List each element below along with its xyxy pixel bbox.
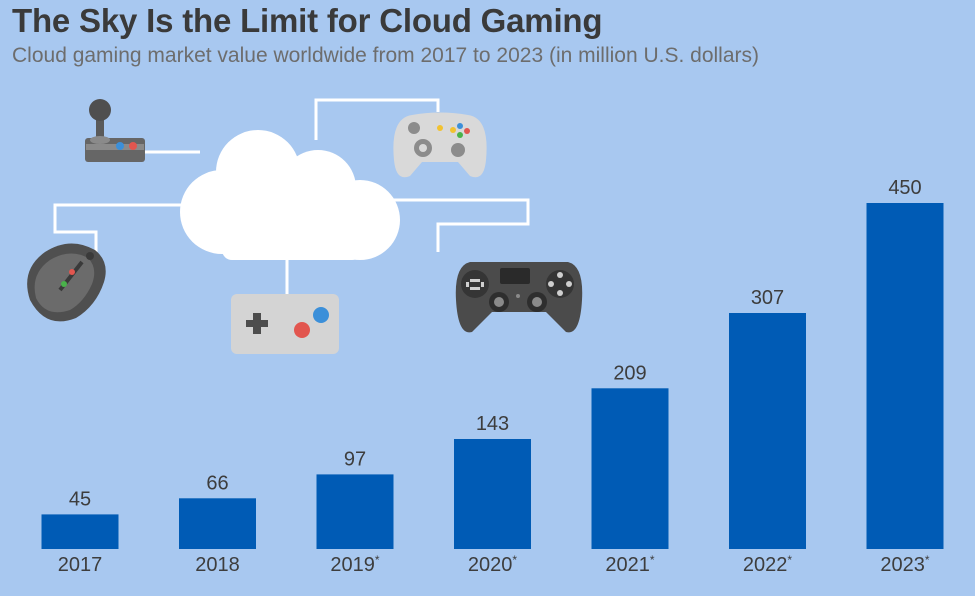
gaming-mouse-icon	[27, 243, 106, 322]
bars-group: 45 2017 66 2018 97 2019* 143 2020* 209 2021* 307 20…	[41, 177, 944, 576]
bar-2020	[454, 439, 531, 549]
chart-subtitle: Cloud gaming market value worldwide from…	[12, 44, 760, 67]
value-label-2019: 97	[344, 448, 366, 470]
xbox-controller-icon	[393, 112, 487, 178]
value-label-2022: 307	[751, 287, 784, 309]
category-label-2022: 2022*	[743, 553, 793, 576]
illustration	[27, 98, 583, 354]
bar-2021	[591, 388, 669, 549]
value-label-2020: 143	[476, 413, 509, 435]
gamepad-icon	[231, 294, 339, 354]
bar-2019	[316, 474, 394, 549]
bar-2023	[866, 203, 944, 549]
category-label-2018: 2018	[195, 554, 240, 576]
playstation-controller-icon	[455, 262, 583, 333]
chart-title: The Sky Is the Limit for Cloud Gaming	[12, 2, 603, 39]
cloud-icon	[180, 130, 400, 260]
value-label-2021: 209	[613, 362, 646, 384]
category-label-2020: 2020*	[468, 553, 518, 576]
bar-2022	[729, 313, 806, 549]
category-label-2023: 2023*	[880, 553, 930, 576]
bar-2017	[41, 514, 119, 549]
arcade-joystick-icon	[85, 99, 145, 162]
value-label-2023: 450	[888, 177, 921, 199]
connection-lines	[53, 98, 530, 296]
category-label-2019: 2019*	[330, 553, 380, 576]
value-label-2018: 66	[206, 472, 228, 494]
bar-2018	[179, 498, 256, 549]
category-label-2017: 2017	[58, 554, 103, 576]
value-label-2017: 45	[69, 488, 91, 510]
category-label-2021: 2021*	[605, 553, 655, 576]
